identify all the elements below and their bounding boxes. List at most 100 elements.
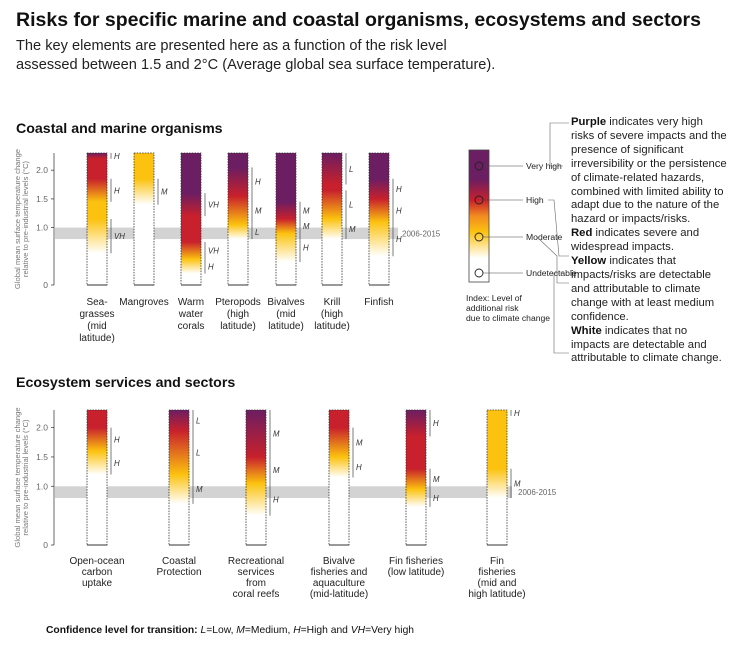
explain-purple-word: Purple xyxy=(571,116,607,128)
legend-connector xyxy=(536,236,569,284)
category-label: Warm xyxy=(178,297,204,308)
category-label: (high xyxy=(321,309,343,320)
legend-bar xyxy=(468,149,490,283)
category-label: uptake xyxy=(82,578,112,589)
category-label: (mid and xyxy=(478,578,517,589)
risk-bar xyxy=(227,152,249,286)
confidence-label: L xyxy=(255,228,259,237)
reference-band-label: 2006-2015 xyxy=(402,229,441,238)
reference-band-label: 2006-2015 xyxy=(518,488,557,497)
explain-yellow-word: Yellow xyxy=(571,255,607,268)
confidence-label: H xyxy=(396,235,402,244)
confidence-label: M xyxy=(349,225,356,234)
confidence-label: L xyxy=(349,201,353,210)
category-label: services xyxy=(238,567,275,578)
confidence-label: M xyxy=(273,466,280,475)
legend-title: Index: Level of xyxy=(466,293,523,303)
explain-white: White indicates that no impacts are dete… xyxy=(571,325,729,367)
confidence-label: H xyxy=(514,409,520,418)
reference-band xyxy=(55,227,398,240)
category-label: water xyxy=(178,309,204,320)
y-tick-label: 1.5 xyxy=(36,452,48,462)
category-label: Bivalves xyxy=(267,297,304,308)
explain-white-word: White xyxy=(571,324,602,337)
footnote-vh-text: =Very high xyxy=(365,625,415,636)
confidence-label: M xyxy=(433,475,440,484)
category-label: latitude) xyxy=(220,321,256,332)
confidence-label: H xyxy=(114,435,120,444)
category-label: latitude) xyxy=(79,333,115,344)
subtitle: The key elements are presented here as a… xyxy=(16,37,496,75)
category-label: aquaculture xyxy=(313,578,366,589)
category-label: coral reefs xyxy=(233,589,280,600)
legend-connector xyxy=(549,122,569,167)
color-explanation: Purple indicates very high risks of seve… xyxy=(571,116,729,366)
y-tick-label: 1.5 xyxy=(36,194,48,204)
category-label: (mid xyxy=(87,321,106,332)
confidence-label: H xyxy=(396,185,402,194)
explain-purple: Purple indicates very high risks of seve… xyxy=(571,116,729,227)
y-tick-label: 0 xyxy=(43,280,48,290)
category-label: latitude) xyxy=(268,321,304,332)
confidence-label: L xyxy=(196,449,200,458)
panel-title-organisms: Coastal and marine organisms xyxy=(16,121,223,137)
risk-bar xyxy=(168,409,190,546)
confidence-label: M xyxy=(196,485,203,494)
footnote-h: H xyxy=(293,625,301,636)
confidence-label: L xyxy=(349,165,353,174)
legend: Very high High Moderate Undetectable Index: … xyxy=(466,122,577,354)
confidence-label: H xyxy=(208,262,214,271)
category-label: Finfish xyxy=(364,297,393,308)
y-tick-label: 0 xyxy=(43,540,48,550)
y-axis-label: Global mean surface temperature change xyxy=(13,407,22,547)
legend-level-label: Moderate xyxy=(526,232,563,242)
confidence-label: H xyxy=(114,459,120,468)
panel-title-sectors: Ecosystem services and sectors xyxy=(16,375,236,391)
legend-title: due to climate change xyxy=(466,313,550,323)
category-label: Pteropods xyxy=(215,297,261,308)
subtitle-line: assessed between 1.5 and 2°C (Average gl… xyxy=(16,57,496,73)
category-label: corals xyxy=(178,321,205,332)
reference-band xyxy=(55,486,512,499)
category-label: Fin fisheries xyxy=(389,556,443,567)
risk-bar xyxy=(180,152,202,286)
footnote-label: Confidence level for transition: xyxy=(46,625,198,636)
confidence-label: H xyxy=(356,463,362,472)
risk-bar xyxy=(275,152,297,286)
category-label: latitude) xyxy=(314,321,350,332)
category-label: Bivalve xyxy=(323,556,356,567)
category-label: Sea- xyxy=(86,297,107,308)
confidence-label: H xyxy=(433,494,439,503)
y-axis-label: relative to pre-industrial levels (°C) xyxy=(21,419,30,536)
footnote-m: M xyxy=(236,625,245,636)
confidence-footnote: Confidence level for transition: L=Low, … xyxy=(46,625,414,636)
confidence-label: VH xyxy=(208,201,219,210)
subtitle-line: The key elements are presented here as a… xyxy=(16,38,447,54)
confidence-label: M xyxy=(161,188,168,197)
confidence-label: H xyxy=(114,186,120,195)
y-tick-label: 2.0 xyxy=(36,165,48,175)
confidence-label: L xyxy=(196,416,200,425)
y-tick-label: 2.0 xyxy=(36,423,48,433)
explain-red-text: indicates severe and widespread impacts. xyxy=(571,227,700,254)
footnote-l: L xyxy=(200,625,207,636)
legend-level-label: Very high xyxy=(526,161,562,171)
confidence-label: H xyxy=(114,152,120,161)
risk-bar xyxy=(86,152,108,286)
confidence-label: VH xyxy=(114,232,125,241)
legend-title: additional risk xyxy=(466,303,519,313)
confidence-label: VH xyxy=(208,247,219,256)
category-label: fisheries xyxy=(478,567,515,578)
y-tick-label: 1.0 xyxy=(36,223,48,233)
category-label: Krill xyxy=(324,297,341,308)
risk-bar xyxy=(405,409,427,546)
category-label: (high xyxy=(227,309,249,320)
confidence-label: H xyxy=(433,419,439,428)
category-label: high latitude) xyxy=(468,589,525,600)
confidence-label: M xyxy=(514,479,521,488)
footnote-vh: VH xyxy=(350,625,366,636)
legend-level-label: High xyxy=(526,195,544,205)
confidence-label: M xyxy=(356,438,363,447)
risk-bar xyxy=(328,409,350,546)
